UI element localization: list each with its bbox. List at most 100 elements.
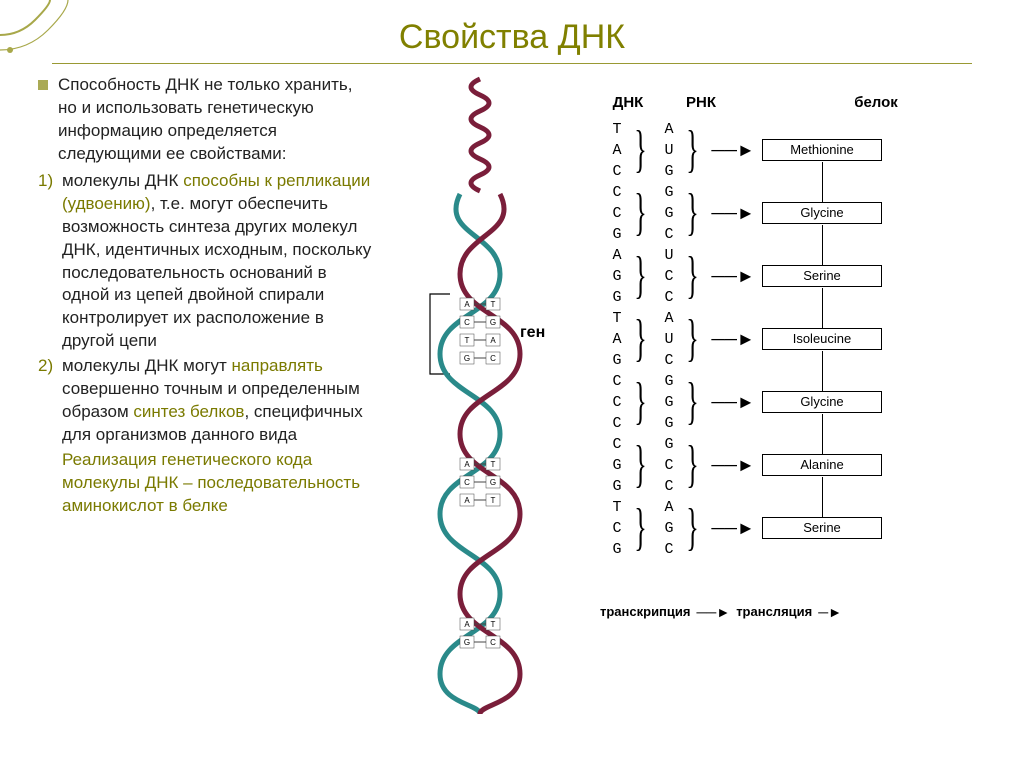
dna-base: G [600,350,634,371]
page-title: Свойства ДНК [0,0,1024,63]
dna-base: G [600,455,634,476]
rna-base: C [652,287,686,308]
svg-text:A: A [490,336,496,345]
rna-base: U [652,245,686,266]
protein-box: Methionine [762,139,882,161]
text-column: Способность ДНК не только хранить, но и … [0,74,380,761]
rna-base: A [652,308,686,329]
codon-table: ДНК РНК белок TACCCGAGGTAGCCCCGGTCG }}}}… [600,94,1000,560]
brace-column-2: }}}}}}} [686,119,704,560]
protein-link [822,162,823,202]
arrow-icon: ──► [704,497,762,560]
rna-base: C [652,350,686,371]
dna-base: T [600,308,634,329]
svg-text:A: A [464,300,470,309]
arrow-icon: ──► [704,308,762,371]
header-rna: РНК [656,94,746,111]
rna-base: U [652,329,686,350]
rna-sequence: AUGGGCUCCAUCGGGGCCAGC [652,119,686,560]
item-1-text: молекулы ДНК способны к репликации (удво… [62,170,374,354]
svg-text:G: G [464,638,470,647]
header-dna: ДНК [600,94,656,111]
list-number-1: 1) [38,170,62,354]
protein-link [822,225,823,265]
svg-text:A: A [464,620,470,629]
arrow-icon: ──► [704,182,762,245]
gene-label: ген [520,324,545,342]
rna-base: C [652,476,686,497]
dna-base: C [600,518,634,539]
svg-text:T: T [491,620,496,629]
arrow-icon: ──► [704,434,762,497]
svg-text:C: C [490,354,496,363]
arrow-icon: ─► [818,604,842,620]
rna-base: G [652,392,686,413]
protein-link [822,288,823,328]
protein-box: Glycine [762,391,882,413]
svg-text:T: T [491,496,496,505]
dna-base: G [600,224,634,245]
bottom-process-labels: транскрипция ──► трансляция ─► [600,604,1000,620]
arrow-column: ──►──►──►──►──►──►──► [704,119,762,560]
bullet-icon [38,80,48,90]
dna-base: A [600,245,634,266]
dna-base: G [600,539,634,560]
dna-base: G [600,266,634,287]
rna-base: A [652,497,686,518]
content-area: Способность ДНК не только хранить, но и … [0,74,1024,761]
svg-text:G: G [464,354,470,363]
dna-base: C [600,434,634,455]
arrow-icon: ──► [704,371,762,434]
brace-column: }}}}}}} [634,119,652,560]
transcription-label: транскрипция [600,604,690,620]
svg-text:A: A [464,460,470,469]
rna-base: C [652,266,686,287]
rna-base: C [652,224,686,245]
protein-box: Serine [762,517,882,539]
protein-column: Methionine Glycine Serine Isoleucine Glycine… [762,119,882,560]
dna-base: C [600,161,634,182]
dna-helix: AT CG TA GC AT CG AT AT GC ген [390,74,570,714]
rna-base: G [652,203,686,224]
svg-text:C: C [490,638,496,647]
dna-base: T [600,119,634,140]
svg-text:C: C [464,318,470,327]
svg-text:G: G [490,478,496,487]
arrow-icon: ──► [696,604,730,620]
item-2-text: молекулы ДНК могут направлять совершенно… [62,355,374,447]
dna-base: C [600,392,634,413]
rna-base: C [652,539,686,560]
rna-base: G [652,518,686,539]
header-protein: белок [801,94,951,111]
rna-base: G [652,371,686,392]
dna-base: C [600,182,634,203]
arrow-icon: ──► [704,245,762,308]
protein-box: Serine [762,265,882,287]
realization-text: Реализация генетического кода молекулы Д… [62,449,374,518]
dna-sequence: TACCCGAGGTAGCCCCGGTCG [600,119,634,560]
dna-base: G [600,476,634,497]
dna-base: A [600,140,634,161]
protein-box: Isoleucine [762,328,882,350]
dna-base: C [600,371,634,392]
rna-base: U [652,140,686,161]
protein-box: Alanine [762,454,882,476]
protein-box: Glycine [762,202,882,224]
dna-base: A [600,329,634,350]
dna-base: C [600,203,634,224]
svg-text:G: G [490,318,496,327]
list-number-2: 2) [38,355,62,447]
diagram-column: AT CG TA GC AT CG AT AT GC ген ДНК РНК б… [380,74,1024,761]
protein-link [822,414,823,454]
svg-text:T: T [465,336,470,345]
arrow-icon: ──► [704,119,762,182]
rna-base: G [652,434,686,455]
rna-base: C [652,455,686,476]
svg-text:C: C [464,478,470,487]
rna-base: G [652,182,686,203]
rna-base: A [652,119,686,140]
svg-text:T: T [491,460,496,469]
protein-link [822,351,823,391]
title-underline [52,63,972,64]
svg-text:A: A [464,496,470,505]
